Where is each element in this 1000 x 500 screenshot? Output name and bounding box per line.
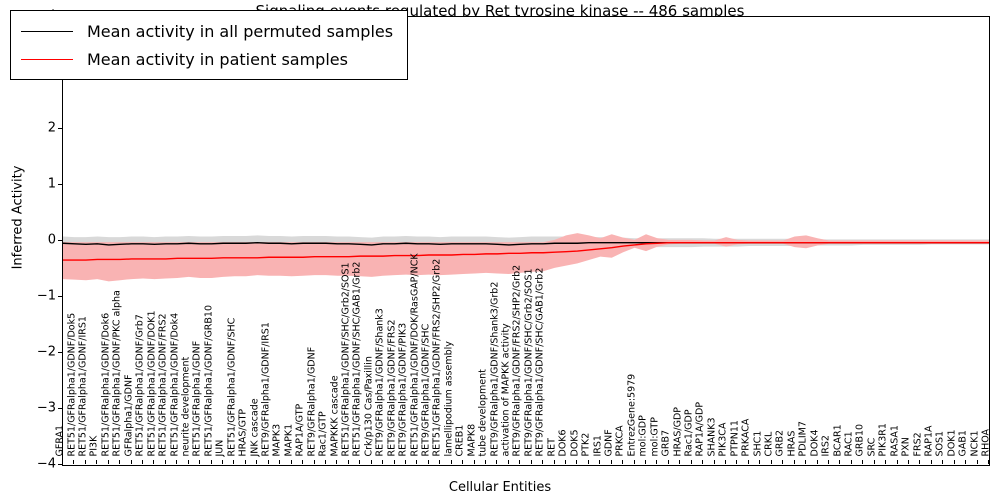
y-tick-label: −1: [36, 288, 56, 304]
y-tick-label: −4: [36, 456, 56, 472]
plot-svg: [63, 233, 989, 282]
legend-swatch-patient: [21, 58, 73, 60]
y-tick-mark: [58, 128, 63, 129]
legend-label-permuted: Mean activity in all permuted samples: [87, 21, 394, 41]
y-tick-mark: [58, 184, 63, 185]
legend-label-patient: Mean activity in patient samples: [87, 49, 348, 69]
patient-confidence-band: [63, 233, 989, 282]
y-tick-mark: [58, 352, 63, 353]
y-tick-label: 0: [47, 232, 56, 248]
y-tick-mark: [58, 240, 63, 241]
legend-swatch-permuted: [21, 30, 73, 32]
y-tick-mark: [58, 464, 63, 465]
y-tick-mark: [58, 296, 63, 297]
y-tick-label: −3: [36, 400, 56, 416]
y-tick-label: −2: [36, 344, 56, 360]
legend-item-patient: Mean activity in patient samples: [21, 45, 393, 73]
x-axis-label: Cellular Entities: [448, 480, 552, 495]
legend: Mean activity in all permuted samples Me…: [10, 10, 409, 80]
y-tick-mark: [58, 408, 63, 409]
legend-item-permuted: Mean activity in all permuted samples: [21, 17, 393, 45]
y-tick-label: 2: [47, 120, 56, 136]
patient-mean-line: [63, 241, 989, 261]
y-tick-label: 1: [47, 176, 56, 192]
plot-area: [62, 16, 990, 466]
